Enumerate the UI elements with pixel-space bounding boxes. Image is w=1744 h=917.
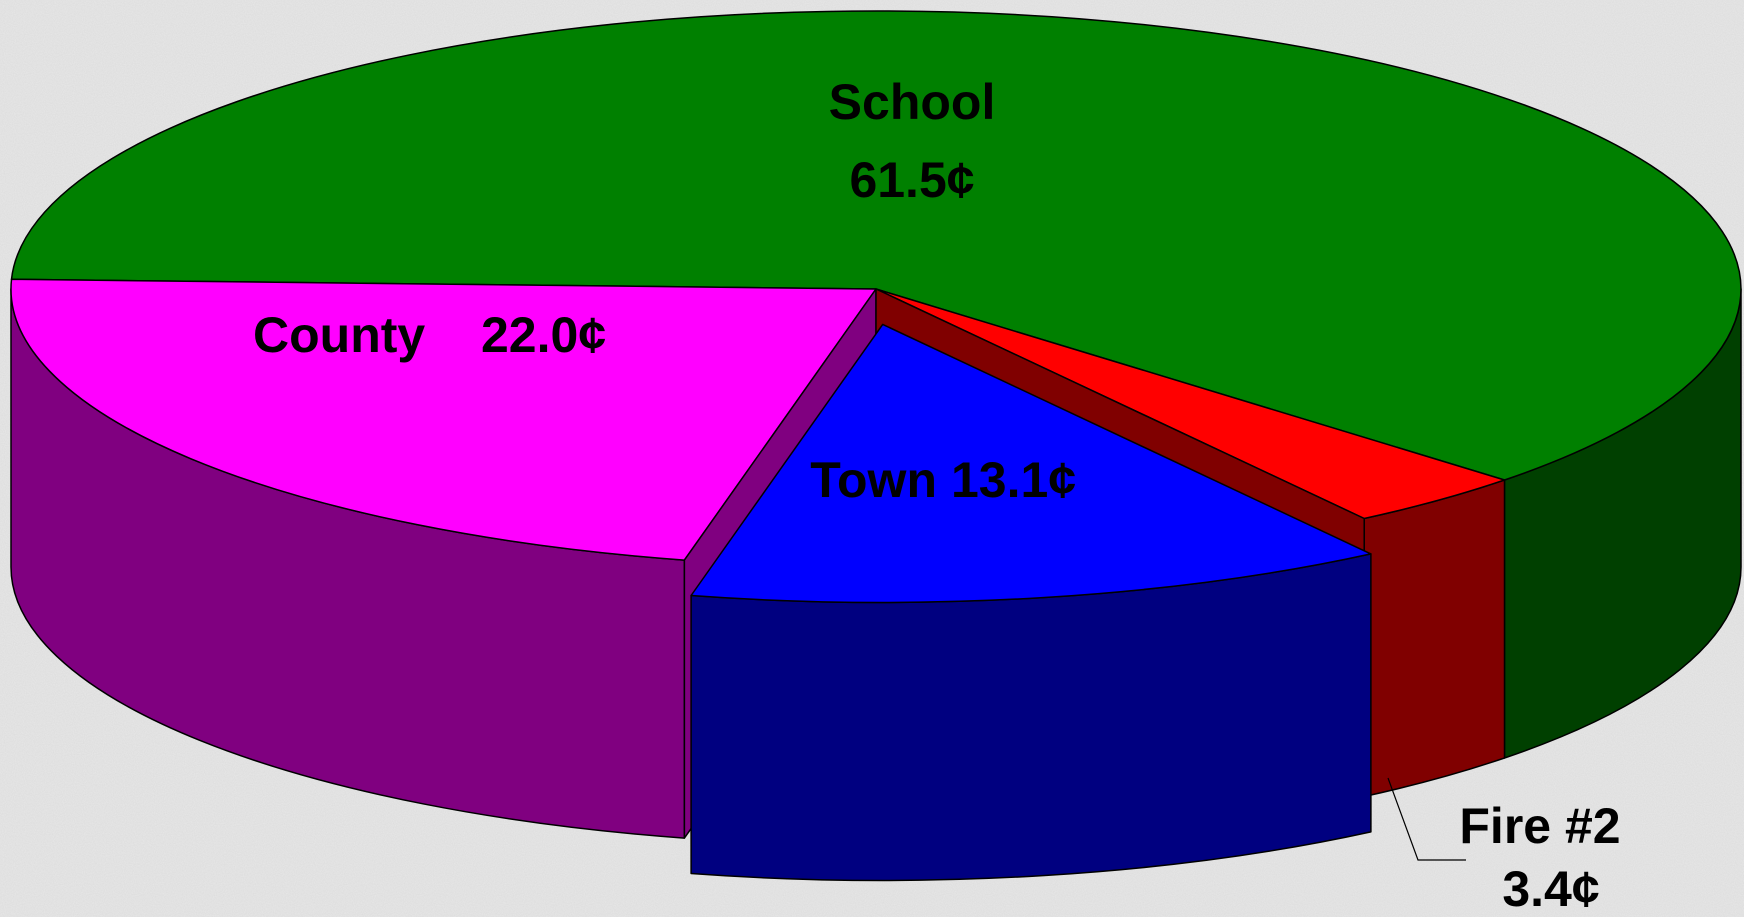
value-label: 13.1¢ (951, 452, 1076, 508)
value-label: 3.4¢ (1502, 861, 1599, 917)
slice (10, 278, 877, 561)
value-label: 61.5¢ (849, 152, 974, 208)
slice-label: Fire #2 (1459, 798, 1620, 854)
labels: School 61.5¢ County 22.0¢ Town 13.1¢ Fire #2 3.… (253, 74, 1621, 917)
pie (10, 10, 1742, 882)
slice-label: County (253, 307, 425, 363)
slice-side (1363, 479, 1506, 798)
leader-line (1387, 777, 1466, 861)
value-label: 22.0¢ (481, 307, 606, 363)
slice (690, 323, 1372, 604)
slice-label: School (829, 74, 996, 130)
slice (10, 10, 1742, 481)
slice-label: Town (810, 452, 937, 508)
slice-side (690, 553, 1372, 882)
